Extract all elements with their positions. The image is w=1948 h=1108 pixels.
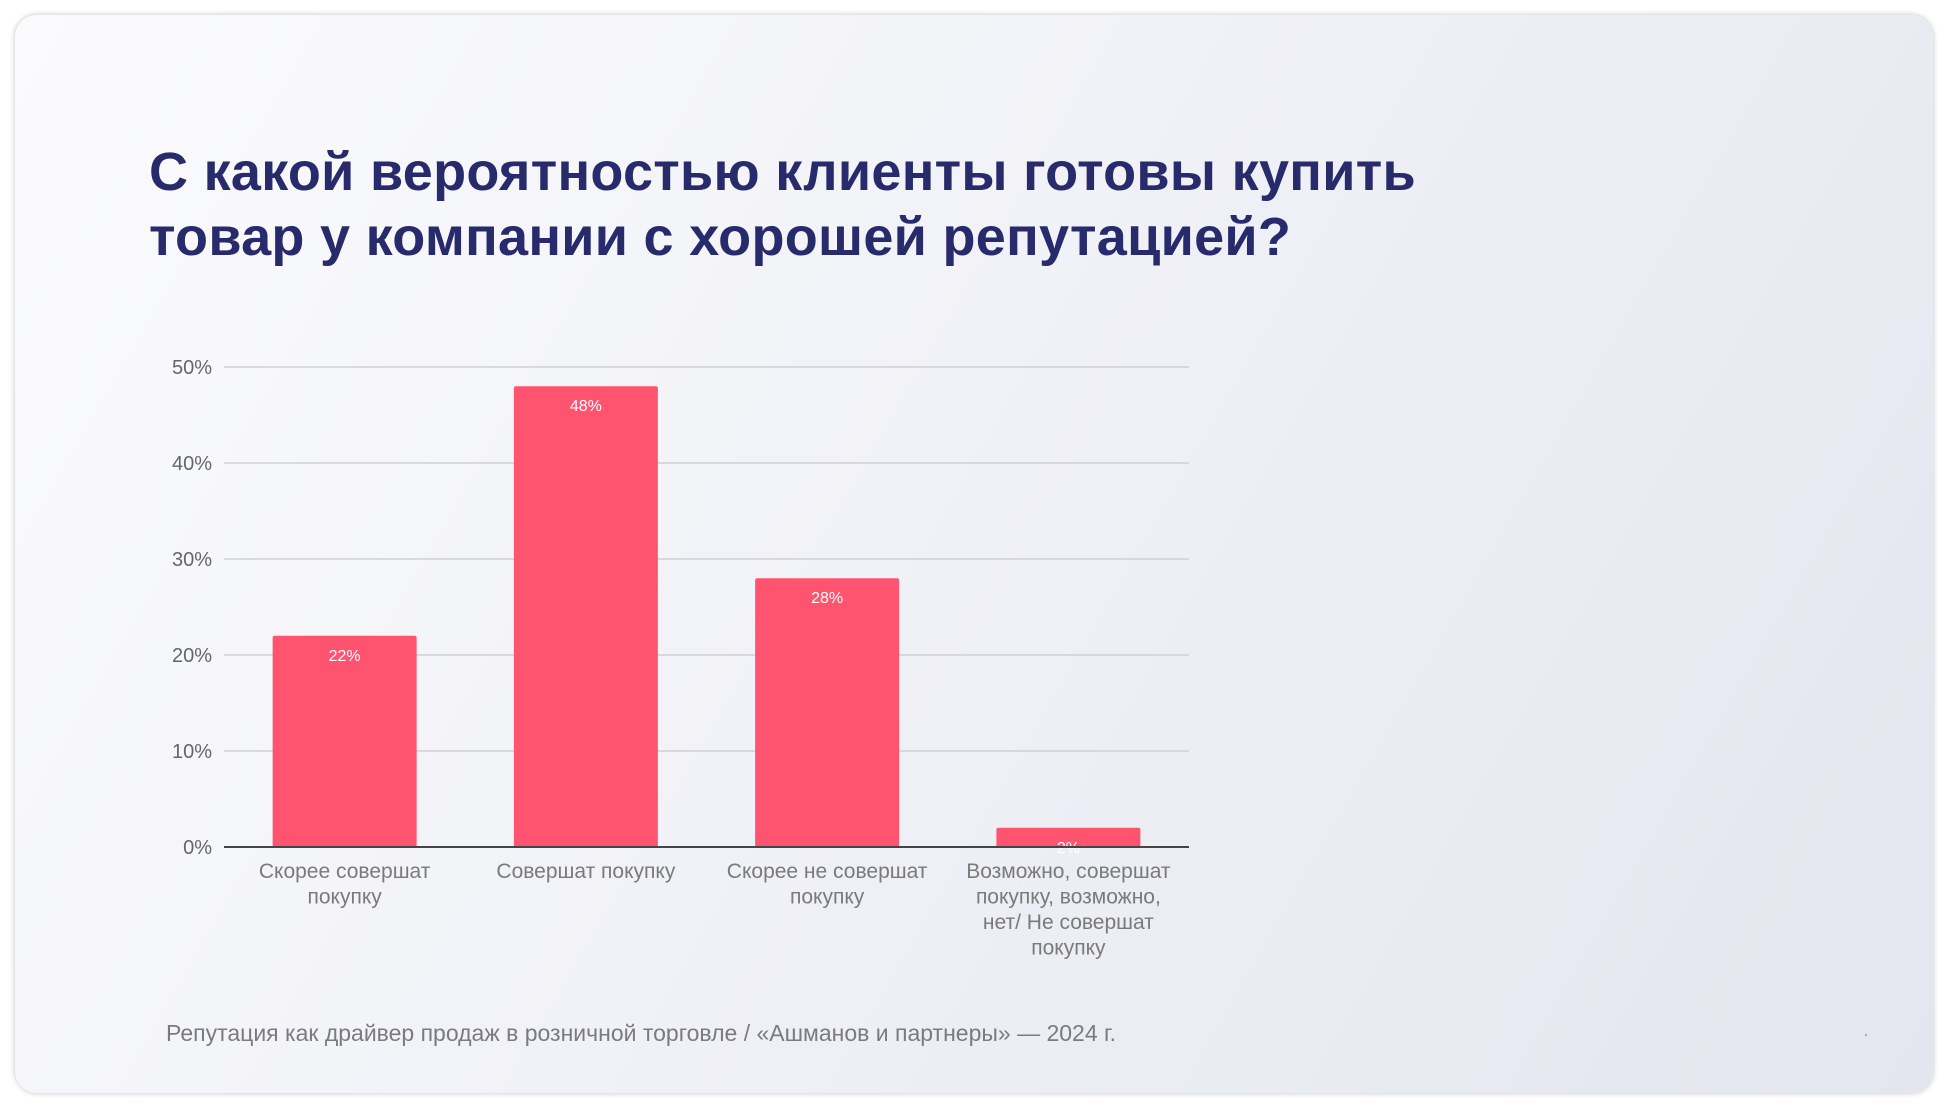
data-label: 48% xyxy=(570,398,602,415)
source-footer: Репутация как драйвер продаж в розничной… xyxy=(166,1020,1116,1046)
x-category-label: покупку xyxy=(1031,937,1106,960)
data-label: 22% xyxy=(329,648,361,665)
x-category-label: Совершат покупку xyxy=(496,860,675,883)
y-tick-label: 10% xyxy=(172,741,212,763)
bar xyxy=(272,635,417,847)
data-label: 2% xyxy=(1057,840,1080,857)
bar xyxy=(513,386,658,847)
x-category-label: Возможно, совершат xyxy=(966,860,1171,883)
bar xyxy=(755,578,900,847)
x-category-label: нет/ Не совершат xyxy=(983,911,1154,934)
title-line-1: С какой вероятностью клиенты готовы купи… xyxy=(149,142,1416,202)
y-tick-label: 40% xyxy=(172,453,212,475)
decorative-dot xyxy=(1865,1034,1867,1036)
x-category-label: Скорее не совершат xyxy=(727,860,928,883)
data-label: 28% xyxy=(811,590,843,607)
title-line-2: товар у компании с хорошей репутацией? xyxy=(149,207,1292,267)
x-category-label: покупку, возможно, xyxy=(976,886,1161,909)
y-tick-label: 20% xyxy=(172,645,212,667)
slide-card xyxy=(15,15,1933,1093)
y-tick-label: 0% xyxy=(183,837,212,859)
bar xyxy=(996,827,1141,847)
x-category-label: покупку xyxy=(307,886,382,909)
x-category-label: Скорее совершат xyxy=(259,860,431,883)
slide-title: С какой вероятностью клиенты готовы купи… xyxy=(149,140,1416,270)
y-tick-label: 30% xyxy=(172,549,212,571)
y-tick-label: 50% xyxy=(172,357,212,379)
x-category-label: покупку xyxy=(790,886,865,909)
